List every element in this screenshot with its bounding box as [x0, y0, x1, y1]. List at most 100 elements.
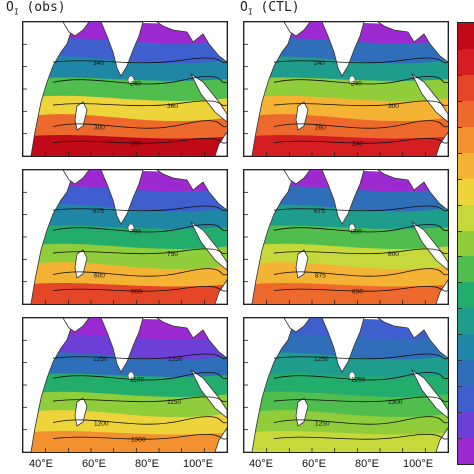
land-mass — [100, 318, 144, 373]
land-mass — [214, 279, 227, 304]
colorbar-tick — [458, 282, 462, 284]
contour-line — [52, 416, 227, 425]
land-mass — [283, 22, 311, 37]
colorbar-segment — [458, 100, 474, 128]
sri-lanka-landmass — [127, 371, 135, 381]
contour-label: 1250 — [314, 356, 329, 363]
contour-line — [273, 76, 448, 85]
contour-line — [273, 433, 448, 440]
contour-line — [273, 285, 448, 292]
contour-label: 650 — [352, 289, 363, 296]
ocean-band — [244, 431, 448, 452]
ocean-band — [23, 283, 227, 304]
land-mass — [189, 368, 227, 419]
madagascar-landmass — [74, 397, 88, 427]
contour-line — [273, 205, 448, 212]
colorbar-tick — [458, 230, 462, 232]
contour-label: 240 — [314, 60, 325, 67]
land-mass — [435, 427, 448, 452]
sri-lanka-landmass — [348, 371, 356, 381]
map-panel-r2-obs: 675 700 750 600 800 — [22, 169, 228, 305]
contour-label: 1150 — [167, 399, 181, 406]
ocean-band — [23, 135, 227, 156]
map-panel-r3-ctl: 1250 1250 1300 1250 — [243, 317, 449, 453]
x-tick-100E-right: 100°E — [403, 458, 434, 470]
colorbar-tick — [458, 438, 462, 440]
colorbar-segment — [458, 204, 474, 232]
contour-label: 360 — [167, 103, 178, 110]
colorbar-tick — [458, 126, 462, 128]
madagascar-landmass — [295, 397, 309, 427]
x-tick-80E-left: 80°E — [135, 458, 159, 470]
land-mass — [410, 220, 448, 271]
map-canvas: 1250 1100 1150 1200 1300 1250 — [23, 318, 227, 452]
x-tick-60E-right: 60°E — [302, 458, 326, 470]
contour-label: 1250 — [93, 356, 108, 363]
contour-line — [52, 224, 227, 233]
colorbar-tick — [458, 100, 462, 102]
colorbar-tick — [458, 412, 462, 414]
land-mass — [283, 318, 311, 333]
map-canvas: 340 240 360 300 200 — [23, 22, 227, 156]
contour-label: 1300 — [131, 437, 146, 444]
contour-line — [273, 396, 448, 403]
map-panel-r1-ctl: 240 240 300 260 240 — [243, 21, 449, 157]
colorbar-segment — [458, 152, 474, 180]
contour-line — [273, 372, 448, 381]
contour-label: 300 — [388, 103, 399, 110]
contour-line — [273, 353, 448, 360]
colorbar-tick — [458, 204, 462, 206]
x-tick-60E-left: 60°E — [82, 458, 106, 470]
colorbar-segment — [458, 412, 474, 439]
x-tick-100E-left: 100°E — [183, 458, 214, 470]
contour-label: 1250 — [168, 356, 183, 363]
colorbar-segment — [458, 23, 474, 50]
colorbar-segment — [458, 230, 474, 257]
sri-lanka-landmass — [348, 75, 356, 85]
colorbar-tick — [458, 308, 462, 310]
contour-line — [52, 396, 227, 403]
contour-line — [52, 248, 227, 255]
land-mass — [321, 22, 365, 77]
land-mass — [377, 170, 448, 211]
land-mass — [62, 318, 90, 333]
colorbar-tick — [458, 178, 462, 180]
x-tick-80E-right: 80°E — [355, 458, 379, 470]
contour-line — [273, 248, 448, 255]
contour-label: 240 — [130, 80, 141, 87]
contour-line — [52, 268, 227, 277]
land-mass — [189, 220, 227, 271]
map-canvas: 675 700 750 600 800 — [23, 170, 227, 304]
contour-line — [52, 76, 227, 85]
colorbar-segment — [458, 256, 474, 283]
colorbar-tick — [458, 334, 462, 336]
contour-label: 240 — [351, 80, 362, 87]
contour-label: 875 — [315, 273, 326, 280]
land-mass — [62, 170, 90, 185]
contour-label: 800 — [388, 251, 399, 258]
colorbar-tick — [458, 74, 462, 76]
colorbar-tick — [458, 256, 462, 258]
sri-lanka-landmass — [127, 75, 135, 85]
contour-line — [273, 100, 448, 107]
contour-line — [273, 224, 448, 233]
colorbar-segment — [458, 48, 474, 76]
land-mass — [214, 427, 227, 452]
contour-label: 1300 — [388, 399, 403, 406]
colorbar-segment — [458, 308, 474, 335]
contour-label: 675 — [93, 208, 104, 215]
map-panel-r2-ctl: 675 800 800 875 650 — [243, 169, 449, 305]
colorbar-tick — [458, 152, 462, 154]
contour-label: 675 — [314, 208, 325, 215]
colorbar — [457, 22, 474, 465]
colorbar-segment — [458, 74, 474, 102]
map-canvas: 240 240 300 260 240 — [244, 22, 448, 156]
contour-label: 600 — [94, 273, 105, 280]
land-mass — [321, 318, 365, 373]
madagascar-landmass — [74, 249, 88, 279]
madagascar-landmass — [295, 101, 309, 131]
madagascar-landmass — [295, 249, 309, 279]
sri-lanka-landmass — [348, 223, 356, 233]
colorbar-segment — [458, 282, 474, 309]
land-mass — [410, 72, 448, 123]
